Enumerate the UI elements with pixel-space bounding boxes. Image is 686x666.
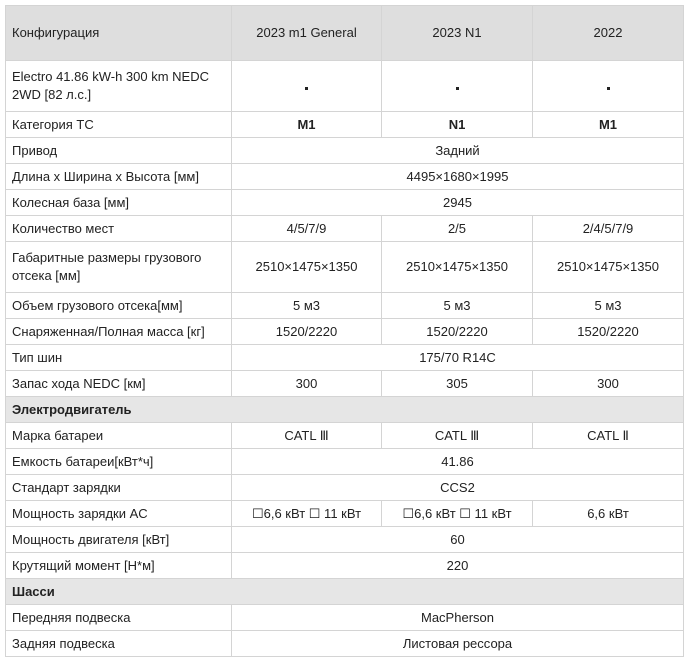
row: Категория ТС M1 N1 M1 bbox=[5, 111, 684, 138]
cell: 2/4/5/7/9 bbox=[532, 215, 684, 242]
row-label: Тип шин bbox=[5, 344, 232, 371]
cell bbox=[532, 60, 684, 112]
cell: 4/5/7/9 bbox=[231, 215, 382, 242]
cell: M1 bbox=[231, 111, 382, 138]
cell: 1520/2220 bbox=[532, 318, 684, 345]
cell: Задний bbox=[231, 137, 684, 164]
section-title: Электродвигатель bbox=[5, 396, 684, 423]
row: Стандарт зарядки CCS2 bbox=[5, 474, 684, 501]
cell: 5 м3 bbox=[231, 292, 382, 319]
row: Electro 41.86 kW-h 300 km NEDC 2WD [82 л… bbox=[5, 60, 684, 112]
cell: 175/70 R14C bbox=[231, 344, 684, 371]
header-row: Конфигурация 2023 m1 General 2023 N1 2022 bbox=[5, 5, 684, 61]
row-label: Длина x Ширина x Высота [мм] bbox=[5, 163, 232, 190]
cell: CATL Ⅱ bbox=[532, 422, 684, 449]
row: Электродвигатель bbox=[5, 396, 684, 423]
row-label: Запас хода NEDC [км] bbox=[5, 370, 232, 397]
cell: 1520/2220 bbox=[231, 318, 382, 345]
dot-icon bbox=[606, 87, 610, 90]
cell bbox=[381, 60, 533, 112]
cell bbox=[231, 60, 382, 112]
cell: 220 bbox=[231, 552, 684, 579]
row-label: Емкость батареи[кВт*ч] bbox=[5, 448, 232, 475]
row-label: Задняя подвеска bbox=[5, 630, 232, 657]
row: Тип шин 175/70 R14C bbox=[5, 344, 684, 371]
cell: CCS2 bbox=[231, 474, 684, 501]
dot-icon bbox=[455, 87, 459, 90]
cell: 2945 bbox=[231, 189, 684, 216]
cell: 4495×1680×1995 bbox=[231, 163, 684, 190]
row: Длина x Ширина x Высота [мм] 4495×1680×19… bbox=[5, 163, 684, 190]
cell: 2510×1475×1350 bbox=[532, 241, 684, 293]
cell: 2/5 bbox=[381, 215, 533, 242]
cell: 5 м3 bbox=[532, 292, 684, 319]
row-label: Габаритные размеры грузового отсека [мм] bbox=[5, 241, 232, 293]
row: Колесная база [мм] 2945 bbox=[5, 189, 684, 216]
row-label: Крутящий момент [Н*м] bbox=[5, 552, 232, 579]
dot-icon bbox=[305, 87, 308, 90]
row-label: Количество мест bbox=[5, 215, 232, 242]
row-label: Объем грузового отсека[мм] bbox=[5, 292, 232, 319]
row: Емкость батареи[кВт*ч] 41.86 bbox=[5, 448, 684, 475]
header-cell: Конфигурация bbox=[5, 5, 232, 61]
row: Задняя подвеска Листовая рессора bbox=[5, 630, 684, 657]
cell: 60 bbox=[231, 526, 684, 553]
cell: M1 bbox=[532, 111, 684, 138]
header-cell: 2023 N1 bbox=[381, 5, 533, 61]
cell: CATL Ⅲ bbox=[231, 422, 382, 449]
cell: 5 м3 bbox=[381, 292, 533, 319]
cell: Листовая рессора bbox=[231, 630, 684, 657]
header-cell: 2023 m1 General bbox=[231, 5, 382, 61]
cell: 41.86 bbox=[231, 448, 684, 475]
row-label: Колесная база [мм] bbox=[5, 189, 232, 216]
cell: 305 bbox=[381, 370, 533, 397]
row: Снаряженная/Полная масса [кг] 1520/2220 15… bbox=[5, 318, 684, 345]
row-label: Снаряженная/Полная масса [кг] bbox=[5, 318, 232, 345]
cell: 1520/2220 bbox=[381, 318, 533, 345]
row: Привод Задний bbox=[5, 137, 684, 164]
row-label: Мощность зарядки AC bbox=[5, 500, 232, 527]
cell: MacPherson bbox=[231, 604, 684, 631]
cell: 300 bbox=[231, 370, 382, 397]
cell: ☐6,6 кВт ☐ 11 кВт bbox=[231, 500, 382, 527]
spec-table: Конфигурация 2023 m1 General 2023 N1 2022 E… bbox=[5, 5, 684, 657]
cell: 2510×1475×1350 bbox=[231, 241, 382, 293]
row-label: Привод bbox=[5, 137, 232, 164]
row: Крутящий момент [Н*м] 220 bbox=[5, 552, 684, 579]
row: Габаритные размеры грузового отсека [мм]… bbox=[5, 241, 684, 293]
row: Передняя подвеска MacPherson bbox=[5, 604, 684, 631]
row: Марка батареи CATL Ⅲ CATL Ⅲ CATL Ⅱ bbox=[5, 422, 684, 449]
cell: CATL Ⅲ bbox=[381, 422, 533, 449]
section-title: Шасси bbox=[5, 578, 684, 605]
row-label: Мощность двигателя [кВт] bbox=[5, 526, 232, 553]
row-label: Категория ТС bbox=[5, 111, 232, 138]
row-label: Electro 41.86 kW-h 300 km NEDC 2WD [82 л… bbox=[5, 60, 232, 112]
cell: ☐6,6 кВт ☐ 11 кВт bbox=[381, 500, 533, 527]
row: Объем грузового отсека[мм] 5 м3 5 м3 5 м3 bbox=[5, 292, 684, 319]
row-label: Стандарт зарядки bbox=[5, 474, 232, 501]
row: Шасси bbox=[5, 578, 684, 605]
row-label: Марка батареи bbox=[5, 422, 232, 449]
cell: 2510×1475×1350 bbox=[381, 241, 533, 293]
row: Мощность двигателя [кВт] 60 bbox=[5, 526, 684, 553]
cell: 6,6 кВт bbox=[532, 500, 684, 527]
row-label: Передняя подвеска bbox=[5, 604, 232, 631]
row: Запас хода NEDC [км] 300 305 300 bbox=[5, 370, 684, 397]
row: Количество мест 4/5/7/9 2/5 2/4/5/7/9 bbox=[5, 215, 684, 242]
cell: 300 bbox=[532, 370, 684, 397]
row: Мощность зарядки AC ☐6,6 кВт ☐ 11 кВт ☐6,6… bbox=[5, 500, 684, 527]
header-cell: 2022 bbox=[532, 5, 684, 61]
cell: N1 bbox=[381, 111, 533, 138]
